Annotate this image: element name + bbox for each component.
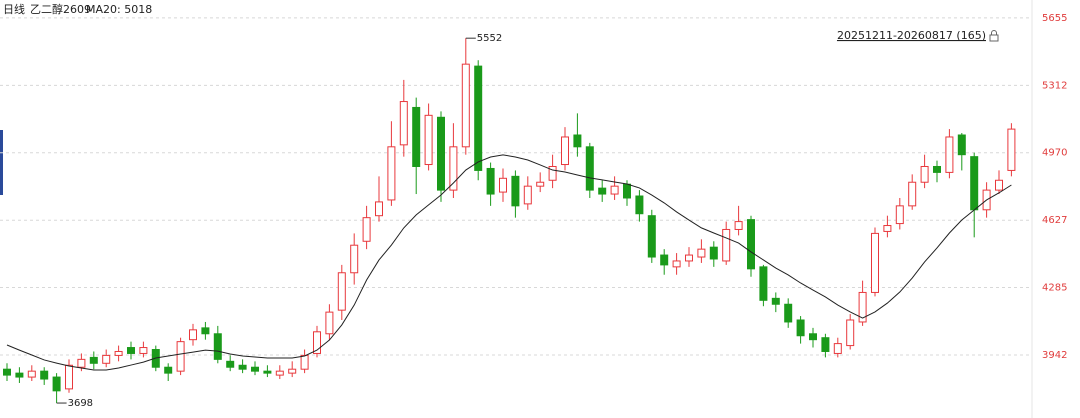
candle-body — [771, 297, 780, 305]
min-label: 3698 — [68, 398, 93, 409]
candle-body — [474, 65, 483, 171]
candle-body — [251, 366, 259, 372]
candle-body — [809, 333, 817, 341]
candle-body — [747, 219, 755, 270]
candle-body — [52, 376, 61, 392]
candle-body — [933, 165, 941, 173]
candle-body — [573, 134, 582, 148]
candle-body — [337, 272, 346, 311]
candle-body — [40, 370, 49, 380]
candle-body — [350, 244, 359, 274]
candle-body — [288, 368, 297, 374]
candle-body — [65, 364, 73, 390]
candle-body — [300, 354, 309, 370]
candle-body — [784, 303, 793, 323]
candle-body — [102, 354, 111, 364]
candle-body — [883, 225, 892, 232]
candle-body — [821, 337, 830, 352]
candle-body — [660, 254, 669, 266]
y-tick-label: 5655 — [1042, 13, 1067, 24]
candle-body — [375, 201, 383, 217]
candle-body — [957, 134, 966, 156]
candle-body — [970, 156, 979, 211]
candle-body — [561, 136, 569, 166]
max-label: 5552 — [477, 33, 502, 44]
candle-body — [722, 228, 731, 262]
candle-body — [908, 181, 917, 207]
candle-body — [77, 358, 86, 368]
candle-body — [486, 167, 495, 195]
candle-body — [387, 146, 396, 201]
candle-body — [833, 343, 842, 354]
ma-label: MA20: 5018 — [86, 3, 152, 16]
candle-body — [325, 311, 334, 335]
candle-body — [139, 347, 148, 354]
candle-body — [201, 327, 210, 335]
candle-body — [449, 146, 458, 191]
candle-body — [685, 254, 693, 262]
candle-body — [945, 136, 954, 173]
candle-body — [15, 372, 24, 378]
y-tick-label: 5312 — [1042, 80, 1067, 91]
candle-body — [176, 341, 185, 372]
candle-body — [598, 187, 607, 195]
candle-body — [759, 266, 768, 301]
candle-body — [424, 114, 433, 166]
candle-body — [697, 248, 706, 258]
candle-body — [871, 232, 879, 293]
candle-body — [858, 291, 867, 323]
candle-body — [846, 319, 855, 347]
candle-body — [127, 347, 135, 354]
candle-body — [437, 116, 445, 191]
candle-body — [920, 165, 929, 183]
candle-body — [623, 183, 631, 199]
candle-body — [1007, 128, 1016, 171]
symbol: 乙二醇2609 — [30, 2, 91, 16]
y-tick-label: 4627 — [1042, 215, 1067, 226]
candle-body — [3, 368, 11, 376]
side-handle — [0, 130, 3, 195]
candle-body — [709, 246, 718, 260]
candle-body — [313, 331, 321, 354]
y-tick-label: 4285 — [1042, 283, 1067, 294]
candle-body — [263, 370, 272, 374]
y-tick-label: 3942 — [1042, 350, 1067, 361]
candle-body — [189, 329, 197, 341]
candle-body — [275, 370, 284, 376]
candle-body — [796, 319, 805, 337]
candle-body — [114, 350, 123, 356]
candle-body — [89, 356, 98, 364]
lock-icon[interactable] — [989, 30, 999, 42]
candle-body — [399, 101, 408, 146]
candle-body — [461, 63, 470, 148]
candle-body — [499, 177, 507, 193]
candle-body — [610, 185, 619, 195]
candle-body — [238, 364, 247, 370]
ma20-line — [6, 154, 1012, 371]
candle-body — [523, 185, 532, 205]
candle-body — [548, 165, 557, 181]
candle-body — [213, 333, 222, 360]
candle-body — [995, 179, 1003, 191]
lock-shackle — [991, 30, 997, 35]
candle-body — [895, 205, 904, 225]
candle-body — [511, 175, 520, 207]
candle-body — [27, 370, 36, 378]
range-label[interactable]: 20251211-20260817 (165) — [837, 29, 986, 42]
candle-body — [647, 215, 656, 258]
y-tick-label: 4970 — [1042, 148, 1067, 159]
candle-body — [412, 106, 421, 167]
candle-body — [362, 217, 371, 242]
period: 日线 — [3, 2, 25, 16]
candle-body — [734, 221, 743, 230]
candle-body — [672, 260, 681, 268]
candle-body — [635, 195, 644, 215]
candle-body — [536, 181, 545, 187]
lock-body — [989, 34, 999, 42]
candle-body — [585, 146, 594, 191]
candle-body — [226, 360, 235, 368]
candle-body — [164, 366, 173, 374]
